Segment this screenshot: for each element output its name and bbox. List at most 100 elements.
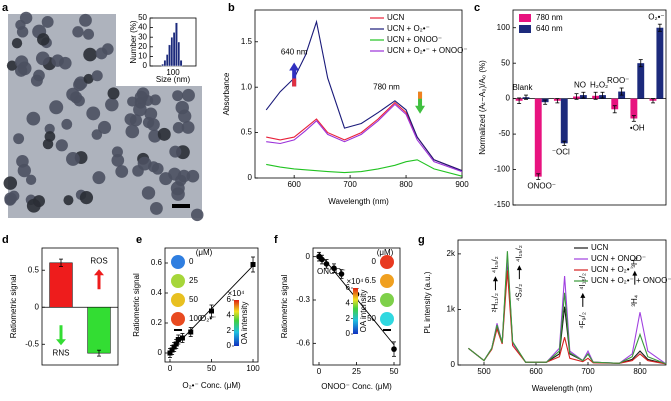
bar xyxy=(630,98,638,119)
x-axis-label: ONOO⁻ Conc. (μM) xyxy=(321,382,392,391)
nanoparticle xyxy=(148,161,160,173)
legend-swatch xyxy=(519,25,531,33)
legend-label: UCN + O₂•⁻ xyxy=(387,24,430,33)
transition-arrow-head xyxy=(516,265,522,271)
nanoparticle xyxy=(83,28,95,40)
plot-frame xyxy=(41,247,119,366)
x-tick-label: 800 xyxy=(399,180,413,189)
data-point xyxy=(209,308,214,314)
oa-spot xyxy=(380,274,394,288)
y-axis-label: Normalized (Aₜ−A₀)/A₀ (%) xyxy=(478,60,487,155)
oa-spot xyxy=(171,293,185,307)
transition-label: ²H₁₁/₂ xyxy=(491,293,500,312)
nanoparticle xyxy=(61,118,73,130)
legend-label: 640 nm xyxy=(536,24,563,33)
plot-frame xyxy=(254,9,463,179)
nanoparticle xyxy=(159,172,173,186)
x-axis-label: O₂•⁻ Conc. (μM) xyxy=(182,381,241,390)
nanoparticle xyxy=(3,176,18,190)
oa-spot xyxy=(171,274,185,288)
nanoparticle xyxy=(86,106,101,121)
nanoparticle xyxy=(17,61,32,76)
legend-label: UCN xyxy=(387,13,405,22)
category-label: O₂•⁻ xyxy=(648,12,664,21)
nanoparticle xyxy=(125,124,140,139)
bar xyxy=(611,98,619,110)
arrow-up xyxy=(289,62,300,87)
category-label: ROS xyxy=(90,256,107,265)
nanoparticle xyxy=(72,26,84,38)
y-tick-label: 0.2 xyxy=(151,318,163,327)
x-tick-label: 100 xyxy=(246,364,260,373)
data-point xyxy=(175,337,181,342)
y-tick-label: 1k xyxy=(447,305,456,314)
nanoparticle xyxy=(105,97,119,112)
y-axis-label: Ratiometric signal xyxy=(280,274,289,338)
y-tick-label: -0.6 xyxy=(296,338,310,347)
oa-spot xyxy=(380,293,394,307)
unit-label: (μM) xyxy=(377,248,394,257)
colorbar-label: OA intensity xyxy=(240,302,249,345)
arrow-down xyxy=(415,91,426,114)
y-tick-label: 2k xyxy=(447,249,456,258)
nanoparticle xyxy=(97,120,112,135)
y-tick-label: -0.3 xyxy=(296,295,310,304)
y-tick-label: 10 xyxy=(138,52,147,61)
x-tick-label: 50 xyxy=(390,367,399,376)
nanoparticle xyxy=(178,109,192,123)
x-axis-label: Size (nm) xyxy=(156,75,191,84)
transition-label: ⁴I₁₅/₂ xyxy=(514,245,523,262)
colorbar xyxy=(353,288,358,334)
nanoparticle xyxy=(51,54,64,67)
y-tick-label: 0 xyxy=(451,360,456,369)
x-tick-label: 500 xyxy=(477,367,491,376)
x-axis-label: Wavelength (nm) xyxy=(328,197,389,206)
nanoparticle xyxy=(83,73,94,84)
nanoparticle xyxy=(63,195,74,206)
nanoparticle xyxy=(95,47,108,60)
oa-spot xyxy=(171,255,185,269)
colorbar-tick-label: 2 xyxy=(227,326,232,335)
arrow-tail xyxy=(418,91,423,99)
y-tick-label: 0 xyxy=(143,61,148,70)
legend-label: UCN + ONOO⁻ xyxy=(387,35,442,44)
probe-label: O₂•⁻ xyxy=(200,314,216,323)
x-tick-label: 900 xyxy=(455,180,469,189)
data-point xyxy=(391,346,397,352)
transition-label: ³H₄ xyxy=(630,295,639,307)
scale-bar xyxy=(174,329,182,331)
series-line xyxy=(266,159,463,177)
transition-label: ⁴I₁₅/₂ xyxy=(491,256,500,273)
histogram-bar xyxy=(168,44,171,67)
histogram-bar xyxy=(161,63,164,67)
y-tick-label: -50 xyxy=(498,129,510,138)
nanoparticle xyxy=(66,152,80,166)
transition-label: ³H₆ xyxy=(630,256,639,268)
data-point xyxy=(338,271,345,277)
nanoparticle xyxy=(41,16,54,28)
bar xyxy=(87,306,111,354)
colorbar-label: OA intensity xyxy=(359,290,368,333)
nanoparticle xyxy=(172,122,185,134)
x-tick-label: 0 xyxy=(317,367,322,376)
y-tick-label: 100 xyxy=(497,23,511,32)
legend-label: UCN + ONOO⁻ xyxy=(591,254,646,263)
x-axis-label: Wavelength (nm) xyxy=(532,384,593,393)
y-tick-label: 0 xyxy=(35,302,40,311)
colorbar-tick-label: 4 xyxy=(346,298,351,307)
y-tick-label: -100 xyxy=(494,165,511,174)
data-point xyxy=(323,261,330,267)
y-tick-label: 20 xyxy=(138,42,147,51)
nanoparticle xyxy=(42,138,54,150)
nanoparticle xyxy=(37,33,50,46)
inset-background xyxy=(116,14,202,86)
category-label: •OH xyxy=(630,123,645,132)
y-axis-label: Number (%) xyxy=(129,20,138,63)
colorbar-scale: ×10⁴ xyxy=(227,289,245,298)
oa-spot xyxy=(171,312,185,326)
transition-label: ⁴I₁₅/₂ xyxy=(578,273,587,290)
nanoparticle xyxy=(25,174,37,185)
legend-label: UCN + O₂•⁻ xyxy=(591,265,634,274)
y-tick-label: 30 xyxy=(138,32,147,41)
